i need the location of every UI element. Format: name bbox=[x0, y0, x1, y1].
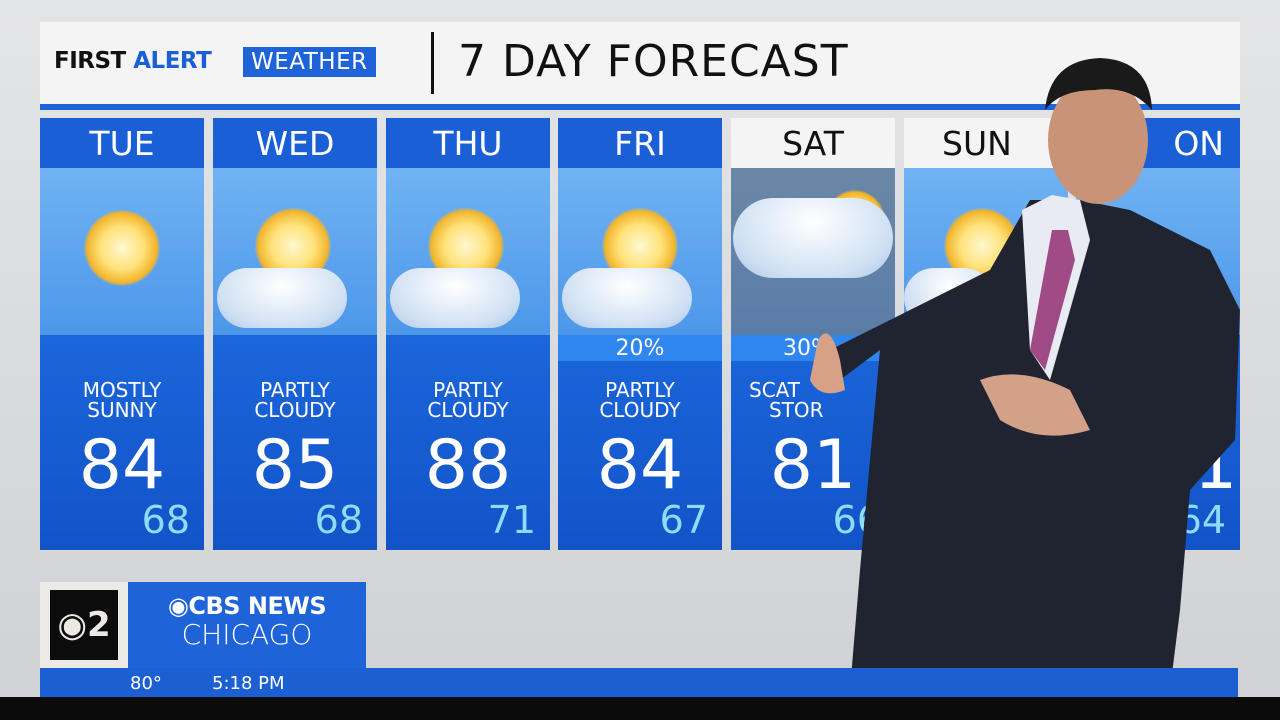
header-bar bbox=[40, 22, 1240, 104]
low-temp: 71 bbox=[487, 498, 536, 542]
ticker-bar: 80° 5:18 PM bbox=[40, 668, 1238, 697]
day-label: FRI bbox=[558, 118, 722, 168]
logo-alert: ALERT bbox=[133, 48, 212, 74]
condition: MOSTLY SUNNY bbox=[82, 378, 162, 422]
divider bbox=[431, 32, 434, 94]
forecast-card-thu: THU PARTLY CLOUDY 88 71 bbox=[386, 118, 550, 550]
sun-icon bbox=[40, 168, 204, 335]
day-label: TUE bbox=[40, 118, 204, 168]
current-time: 5:18 PM bbox=[212, 673, 285, 694]
city-name: CHICAGO bbox=[181, 618, 313, 651]
logo-weather: WEATHER bbox=[243, 47, 376, 77]
logo-first: FIRST bbox=[54, 48, 126, 74]
day-label: THU bbox=[386, 118, 550, 168]
day-label: SUN bbox=[904, 118, 1068, 168]
condition: PARTLY CLOUDY bbox=[599, 378, 681, 422]
storm-cloud-icon bbox=[731, 168, 895, 335]
high-temp: 85 bbox=[251, 426, 339, 505]
condition: PARTLY CLOUDY bbox=[254, 378, 336, 422]
high-temp: 84 bbox=[78, 426, 166, 505]
high-temp: 84 bbox=[596, 426, 684, 505]
low-temp: 68 bbox=[314, 498, 363, 542]
forecast-card-tue: TUE MOSTLY SUNNY 84 68 bbox=[40, 118, 204, 550]
forecast-card-wed: WED PARTLY CLOUDY 85 68 bbox=[213, 118, 377, 550]
condition: PARTLY CLOUDY bbox=[427, 378, 509, 422]
cbs-news-chicago-logo: ◉CBS NEWS CHICAGO bbox=[128, 582, 366, 668]
partly-cloudy-icon bbox=[386, 168, 550, 335]
cbs2-logo: ◉2 bbox=[50, 590, 118, 660]
first-alert-logo: FIRST ALERT bbox=[54, 48, 212, 74]
partly-cloudy-icon bbox=[558, 168, 722, 335]
day-label: WED bbox=[213, 118, 377, 168]
condition: SCAT STOR bbox=[749, 378, 824, 422]
current-temp: 80° bbox=[130, 673, 162, 694]
presenter-image bbox=[810, 58, 1240, 670]
day-label: SAT bbox=[731, 118, 895, 168]
page-title: 7 DAY FORECAST bbox=[458, 36, 849, 87]
precip-chance: 20% bbox=[558, 335, 722, 361]
partly-cloudy-icon bbox=[213, 168, 377, 335]
low-temp: 68 bbox=[141, 498, 190, 542]
forecast-card-fri: FRI 20% PARTLY CLOUDY 84 67 bbox=[558, 118, 722, 550]
high-temp: 81 bbox=[769, 426, 857, 505]
station-tag: ◉2 bbox=[40, 582, 128, 668]
header-underline bbox=[40, 104, 1240, 110]
letterbox-bar bbox=[0, 697, 1280, 720]
low-temp: 67 bbox=[659, 498, 708, 542]
high-temp: 88 bbox=[424, 426, 512, 505]
network-name: ◉CBS NEWS bbox=[167, 592, 327, 620]
